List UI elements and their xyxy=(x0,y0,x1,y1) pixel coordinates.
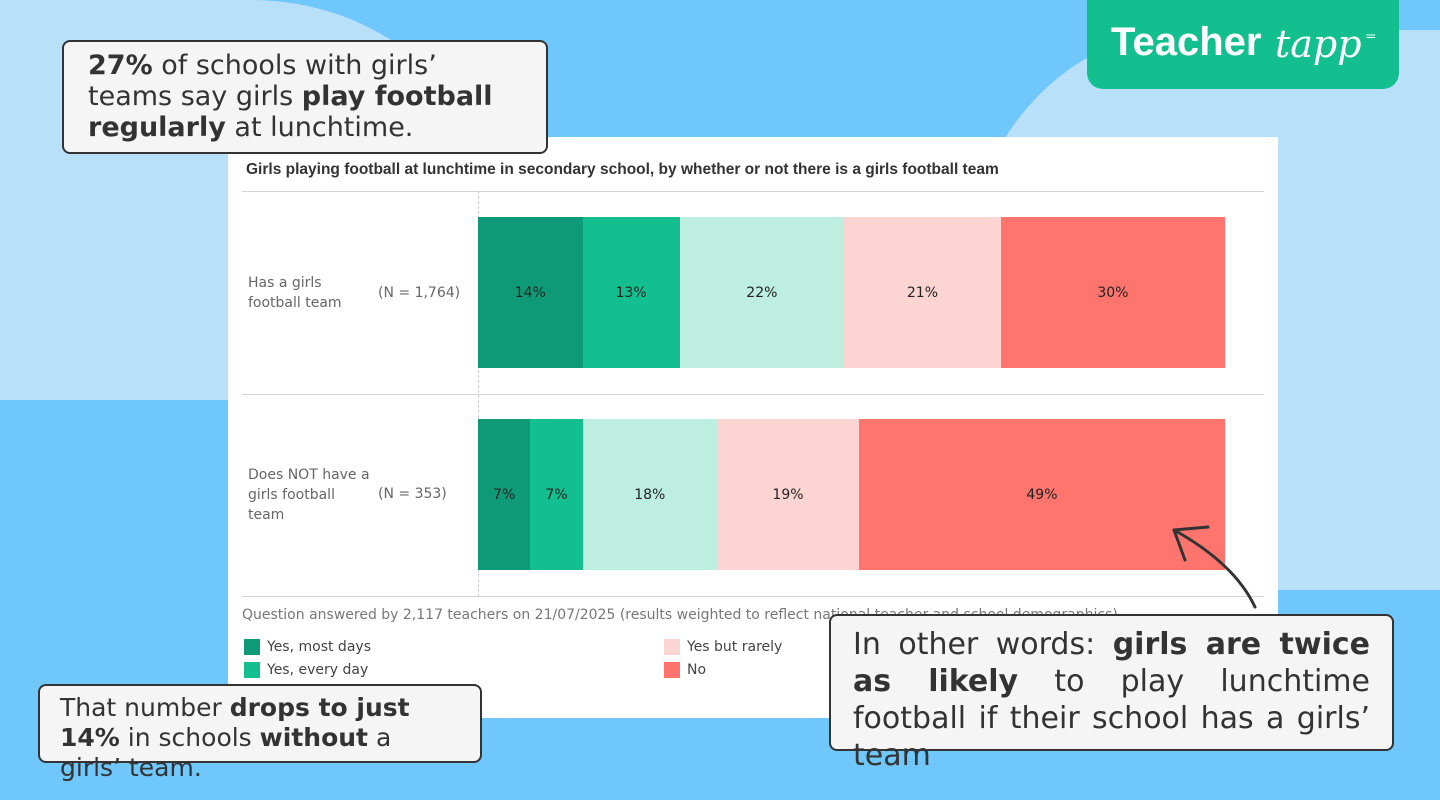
callout-text: in schools xyxy=(119,723,260,752)
divider xyxy=(242,596,1264,597)
data-label: 19% xyxy=(772,486,804,503)
callout-bold: girls are twice as likely xyxy=(853,627,1370,699)
callout-top-left: 27% of schools with girls’ teams say gir… xyxy=(62,40,548,154)
data-label: 49% xyxy=(1026,486,1058,503)
callout-bottom-right: In other words: girls are twice as likel… xyxy=(829,614,1394,773)
legend-label: Yes, most days xyxy=(267,639,371,655)
callout-text: at lunchtime. xyxy=(225,112,414,143)
bar-segment: 30% xyxy=(1000,217,1225,368)
legend-label: Yes but rarely xyxy=(687,639,783,655)
callout-text: a girls’ team. xyxy=(60,723,392,782)
bar-segment: 18% xyxy=(582,419,718,570)
logo-script-text: tapp xyxy=(1275,22,1362,66)
legend-item: Yes, most days xyxy=(244,639,371,655)
legend-label: No xyxy=(687,662,707,678)
category-label: Does NOT have a girls football team xyxy=(248,467,370,523)
legend-swatch xyxy=(664,639,680,655)
legend-item: Yes but rarely xyxy=(664,639,782,655)
sparkle-icon: ⁼ xyxy=(1365,28,1377,53)
callout-bold: drops to just 14% xyxy=(60,693,410,752)
data-label: 21% xyxy=(906,284,938,301)
callout-bold: 27% xyxy=(88,50,153,81)
data-label: 30% xyxy=(1097,284,1129,301)
divider xyxy=(242,394,1264,395)
bar-segment: 22% xyxy=(679,217,845,368)
legend-label: Yes, every day xyxy=(267,662,369,678)
bar-segment: 14% xyxy=(478,217,583,368)
logo-text: Teacher xyxy=(1111,20,1262,64)
bar-row: 7% 7% 18% 19% 49% xyxy=(478,419,1225,570)
teachertapp-logo: Teacher tapp ⁼ xyxy=(1087,0,1399,89)
data-label: 13% xyxy=(615,284,647,301)
legend-swatch xyxy=(244,639,260,655)
data-label: 7% xyxy=(545,486,568,503)
legend-item: Yes, every day xyxy=(244,662,368,678)
bar-segment: 49% xyxy=(858,419,1225,570)
legend-swatch xyxy=(664,662,680,678)
axis-line xyxy=(478,191,479,597)
callout-text: That number xyxy=(60,693,230,722)
data-label: 7% xyxy=(493,486,516,503)
n-label: (N = 353) xyxy=(378,486,447,502)
bar-segment: 7% xyxy=(530,419,583,570)
data-label: 18% xyxy=(634,486,666,503)
legend-swatch xyxy=(244,662,260,678)
callout-bottom-left: That number drops to just 14% in schools… xyxy=(38,684,482,782)
arrow-icon xyxy=(1172,525,1257,609)
bar-segment: 13% xyxy=(582,217,680,368)
n-label: (N = 1,764) xyxy=(378,285,461,301)
legend-item: No xyxy=(664,662,706,678)
data-label: 14% xyxy=(514,284,546,301)
callout-text: of schools with girls’ teams say girls xyxy=(88,50,437,112)
data-label: 22% xyxy=(746,284,778,301)
bar-row: 14% 13% 22% 21% 30% xyxy=(478,217,1225,368)
callout-bold: without xyxy=(259,723,368,752)
category-label: Has a girls football team xyxy=(248,275,342,311)
bar-segment: 7% xyxy=(478,419,531,570)
bar-segment: 19% xyxy=(717,419,859,570)
callout-bold: play football regularly xyxy=(88,81,493,143)
callout-text: to play lunchtime football if their scho… xyxy=(853,664,1370,773)
bar-segment: 21% xyxy=(844,217,1001,368)
chart-title: Girls playing football at lunchtime in s… xyxy=(246,161,999,178)
divider xyxy=(242,191,1264,192)
callout-text: In other words: xyxy=(853,627,1113,662)
